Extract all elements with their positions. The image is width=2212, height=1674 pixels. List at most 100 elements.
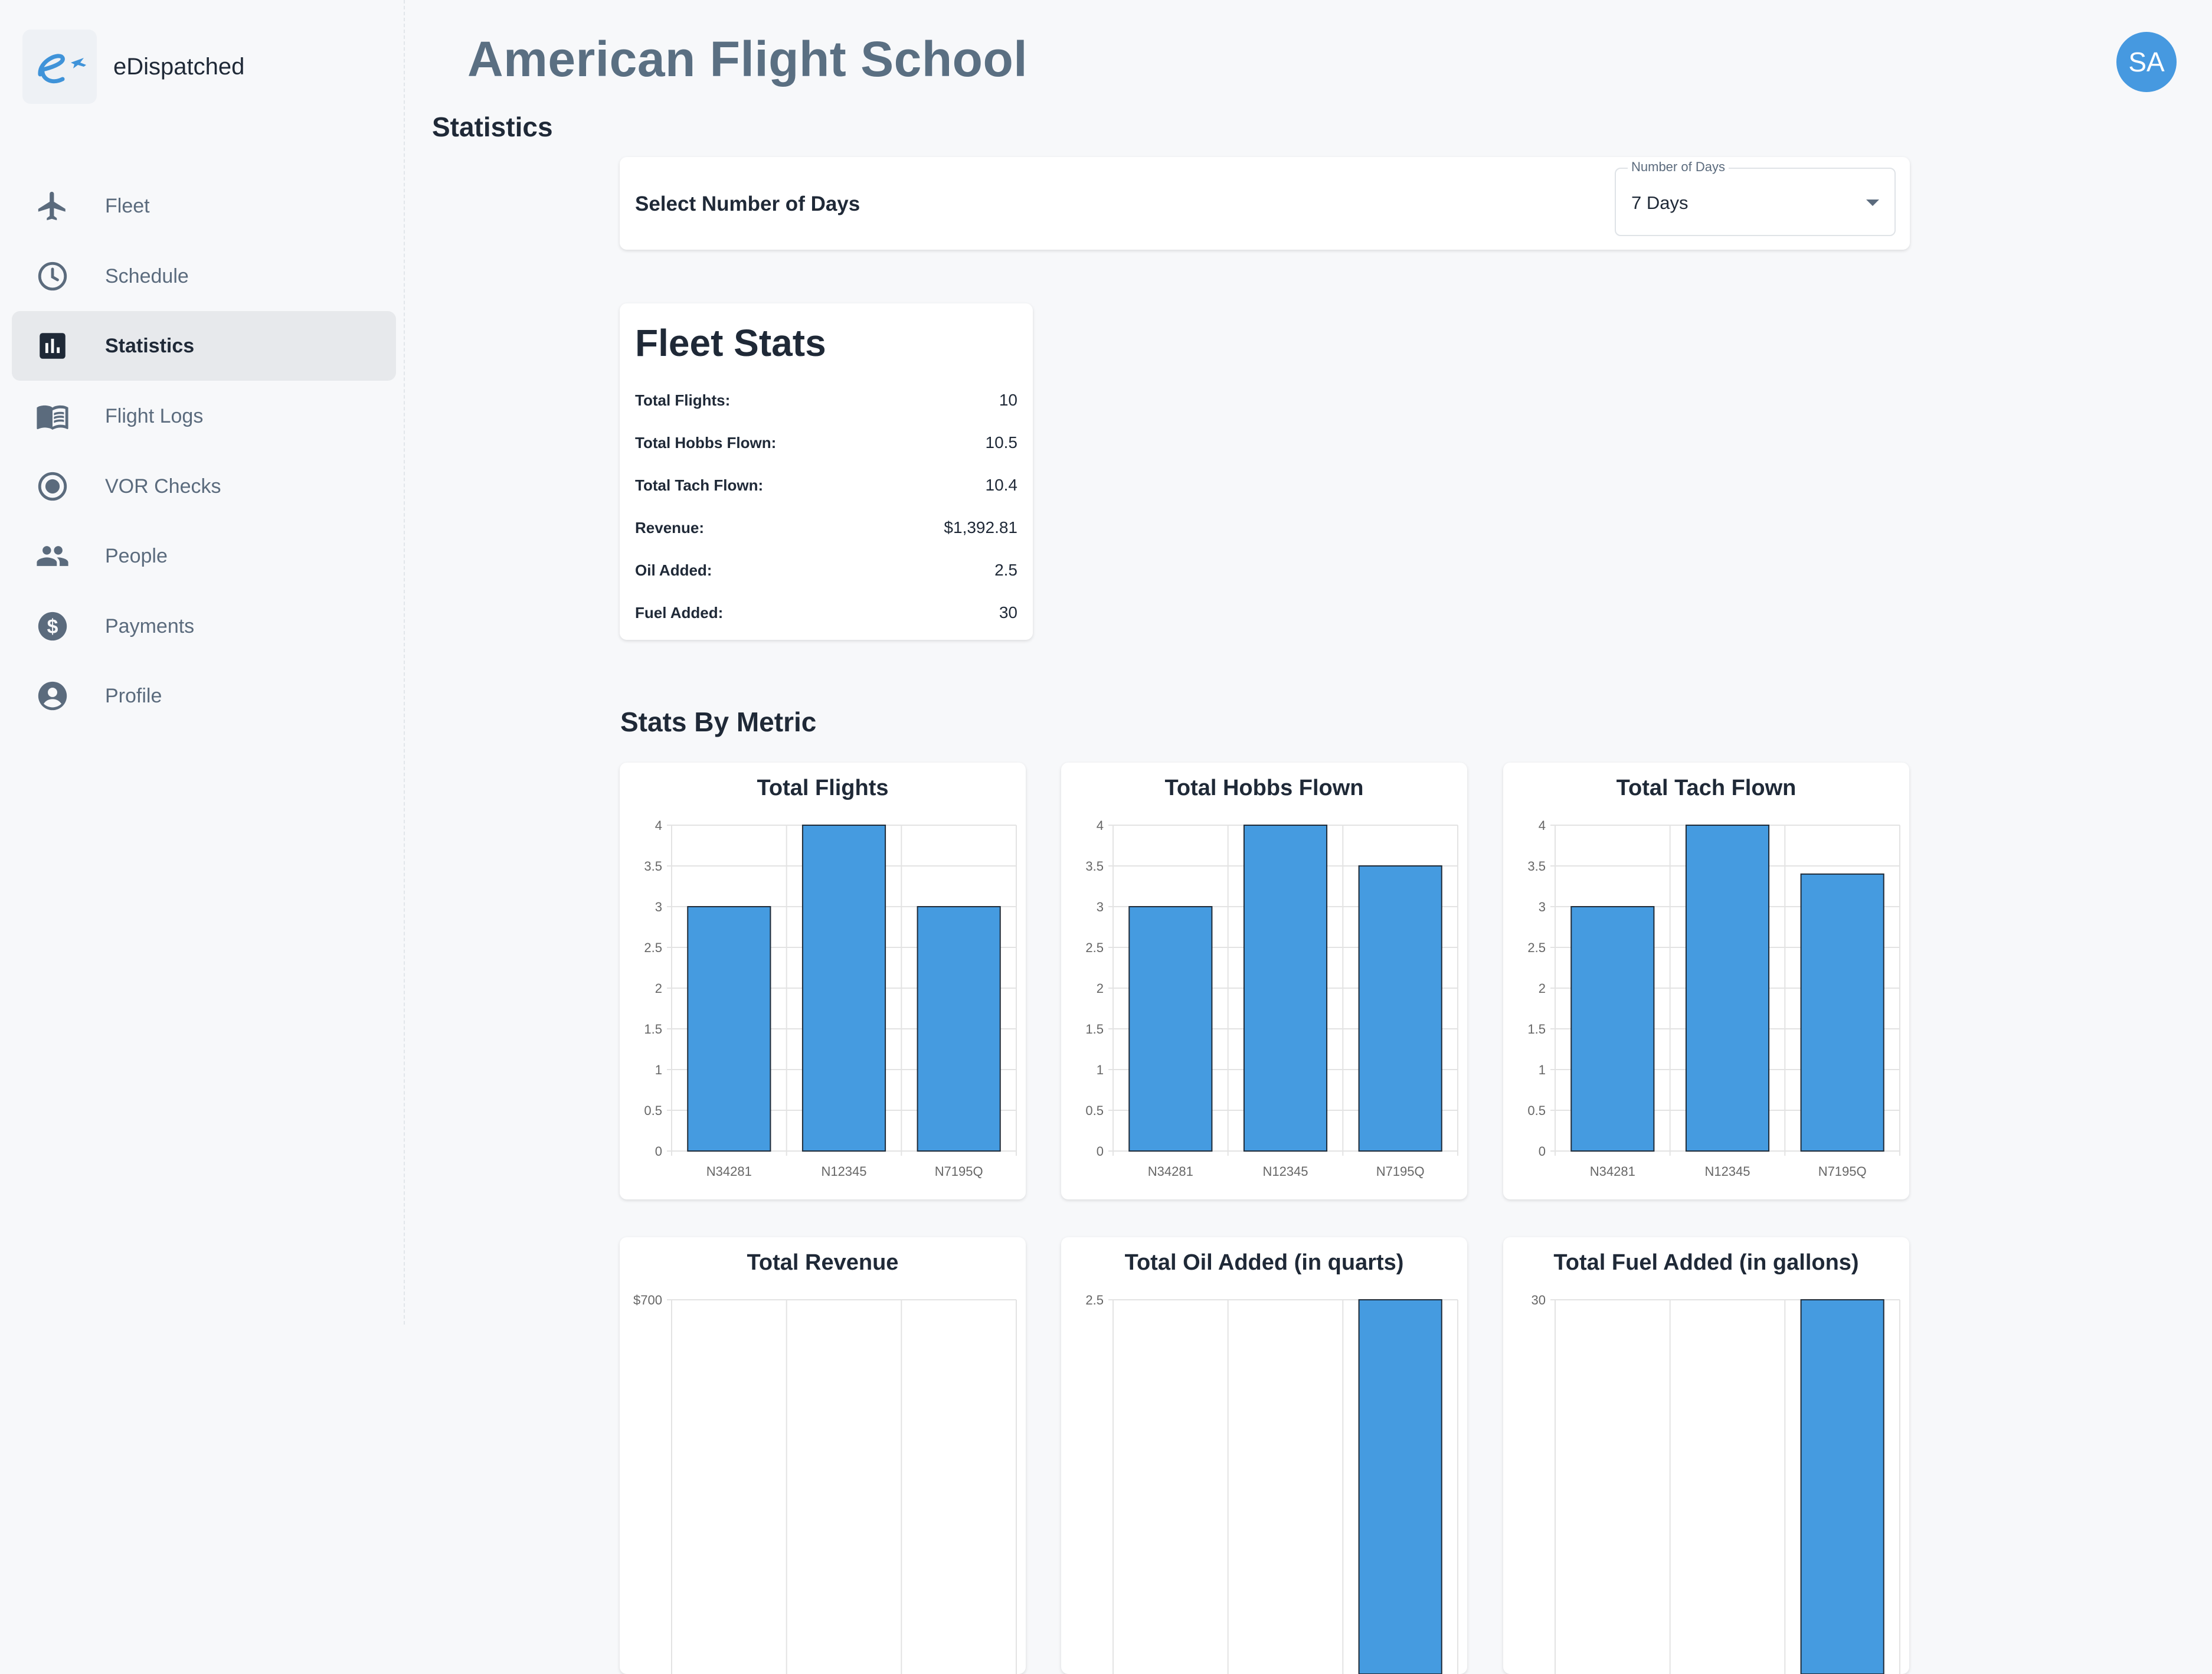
dollar-circle-icon: $: [35, 609, 70, 643]
x-tick-label: N34281: [1148, 1164, 1193, 1179]
bar[interactable]: [687, 906, 771, 1152]
sidebar-item-label: Profile: [105, 684, 162, 707]
sidebar-item-statistics[interactable]: Statistics: [12, 311, 396, 381]
days-selector-card: Select Number of Days Number of Days 7 D…: [620, 157, 1910, 250]
y-tick-label: $700: [633, 1293, 662, 1307]
select-value: 7 Days: [1631, 192, 1689, 213]
school-title: American Flight School: [467, 31, 1028, 87]
sidebar-item-payments[interactable]: $ Payments: [12, 591, 396, 661]
sidebar-item-label: Schedule: [105, 264, 189, 287]
y-tick-label: 1: [1097, 1062, 1104, 1077]
stat-row-total-tach: Total Tach Flown: 10.4: [635, 473, 1017, 497]
chart-card-total-oil: Total Oil Added (in quarts) 2.5: [1061, 1237, 1467, 1674]
sidebar-item-schedule[interactable]: Schedule: [12, 241, 396, 311]
x-tick-label: N7195Q: [1376, 1164, 1425, 1179]
y-tick-label: 3: [1097, 900, 1104, 914]
sidebar-item-flight-logs[interactable]: Flight Logs: [12, 381, 396, 451]
y-tick-label: 0.5: [644, 1103, 662, 1118]
sidebar-item-vor-checks[interactable]: VOR Checks: [12, 452, 396, 521]
page-title: Statistics: [432, 112, 553, 142]
stat-value: 2.5: [994, 561, 1017, 579]
bar-chart: 0 0.5 1 1.5 2 2.5 3 3.5 4 N34281 N12345 N7195Q: [1085, 818, 1458, 1179]
bar-chart-icon: [35, 329, 70, 363]
y-tick-label: 3.5: [644, 859, 662, 874]
fleet-stats-card: Fleet Stats Total Flights: 10 Total Hobb…: [620, 303, 1033, 640]
y-tick-label: 0.5: [1527, 1103, 1546, 1118]
stat-row-total-hobbs: Total Hobbs Flown: 10.5: [635, 431, 1017, 455]
x-tick-label: N34281: [706, 1164, 752, 1179]
y-tick-label: 1.5: [644, 1022, 662, 1037]
stat-label: Oil Added:: [635, 561, 712, 579]
bar[interactable]: [1358, 865, 1442, 1152]
bar[interactable]: [1243, 825, 1328, 1152]
x-tick-label: N7195Q: [1818, 1164, 1867, 1179]
sidebar: eDispatched Fleet Schedule Statistics Fl…: [0, 0, 405, 1325]
chart-title: Total Revenue: [747, 1250, 899, 1275]
sidebar-item-people[interactable]: People: [12, 521, 396, 591]
y-tick-label: 2.5: [1527, 940, 1546, 955]
y-tick-label: 2: [655, 981, 662, 996]
stat-label: Total Flights:: [635, 391, 731, 409]
logo-icon: [22, 30, 97, 104]
account-circle-icon: [35, 679, 70, 713]
brand[interactable]: eDispatched: [22, 30, 244, 104]
y-tick-label: 1.5: [1527, 1022, 1546, 1037]
bar-chart: $700: [633, 1293, 1017, 1674]
chart-title: Total Fuel Added (in gallons): [1553, 1250, 1859, 1275]
sidebar-item-label: Fleet: [105, 194, 150, 217]
svg-text:$: $: [47, 616, 58, 638]
chart-card-total-flights: Total Flights 0 0.5 1 1.5 2 2.5 3 3.5 4 N34281 N12…: [620, 763, 1026, 1199]
sidebar-item-label: Statistics: [105, 334, 195, 357]
y-tick-label: 3.5: [1085, 859, 1104, 874]
stat-label: Total Hobbs Flown:: [635, 433, 777, 452]
y-tick-label: 0: [655, 1144, 662, 1159]
bar[interactable]: [917, 906, 1001, 1152]
bar[interactable]: [801, 825, 886, 1152]
brand-name: eDispatched: [113, 53, 245, 80]
chart-title: Total Oil Added (in quarts): [1124, 1250, 1404, 1275]
bar-chart: 0 0.5 1 1.5 2 2.5 3 3.5 4 N34281 N12345 N7195Q: [1527, 818, 1900, 1179]
y-tick-label: 3: [655, 900, 662, 914]
bar[interactable]: [1570, 906, 1655, 1152]
chevron-down-icon: [1866, 200, 1879, 206]
y-tick-label: 2: [1097, 981, 1104, 996]
chart-title: Total Hobbs Flown: [1164, 776, 1364, 800]
bar[interactable]: [1358, 1299, 1442, 1674]
chart-card-total-fuel: Total Fuel Added (in gallons) 30: [1503, 1237, 1909, 1674]
stat-row-revenue: Revenue: $1,392.81: [635, 516, 1017, 540]
y-tick-label: 1.5: [1085, 1022, 1104, 1037]
bar[interactable]: [1800, 1299, 1884, 1674]
chart-card-total-tach: Total Tach Flown 0 0.5 1 1.5 2 2.5 3 3.5 4 N34281…: [1503, 763, 1909, 1199]
radio-button-icon: [35, 469, 70, 503]
fleet-stats-title: Fleet Stats: [635, 322, 826, 364]
x-tick-label: N12345: [821, 1164, 866, 1179]
bar[interactable]: [1128, 906, 1213, 1152]
book-icon: [35, 399, 70, 433]
y-tick-label: 30: [1532, 1293, 1546, 1307]
stat-row-oil-added: Oil Added: 2.5: [635, 558, 1017, 582]
sidebar-item-profile[interactable]: Profile: [12, 661, 396, 731]
bar-chart: 30: [1532, 1293, 1900, 1674]
avatar[interactable]: SA: [2116, 32, 2177, 92]
bar[interactable]: [1685, 825, 1770, 1152]
bar-chart: 0 0.5 1 1.5 2 2.5 3 3.5 4 N34281 N12345 N7195Q: [644, 818, 1017, 1179]
stat-value: 10.5: [985, 433, 1018, 452]
sidebar-item-label: VOR Checks: [105, 475, 221, 498]
stat-value: 10: [999, 391, 1017, 409]
chart-card-total-revenue: Total Revenue $700: [620, 1237, 1026, 1674]
bar[interactable]: [1800, 873, 1884, 1152]
y-tick-label: 3.5: [1527, 859, 1546, 874]
stat-label: Revenue:: [635, 518, 705, 537]
sidebar-item-fleet[interactable]: Fleet: [12, 171, 396, 241]
bar-chart: 2.5: [1085, 1293, 1458, 1674]
x-tick-label: N34281: [1590, 1164, 1635, 1179]
number-of-days-select[interactable]: Number of Days 7 Days: [1615, 159, 1896, 236]
airplane-icon: [35, 189, 70, 223]
stat-value: $1,392.81: [944, 518, 1017, 537]
stat-row-fuel-added: Fuel Added: 30: [635, 601, 1017, 625]
y-tick-label: 2.5: [1085, 940, 1104, 955]
y-tick-label: 1: [1539, 1062, 1546, 1077]
x-tick-label: N12345: [1704, 1164, 1750, 1179]
x-tick-label: N12345: [1262, 1164, 1308, 1179]
y-tick-label: 1: [655, 1062, 662, 1077]
